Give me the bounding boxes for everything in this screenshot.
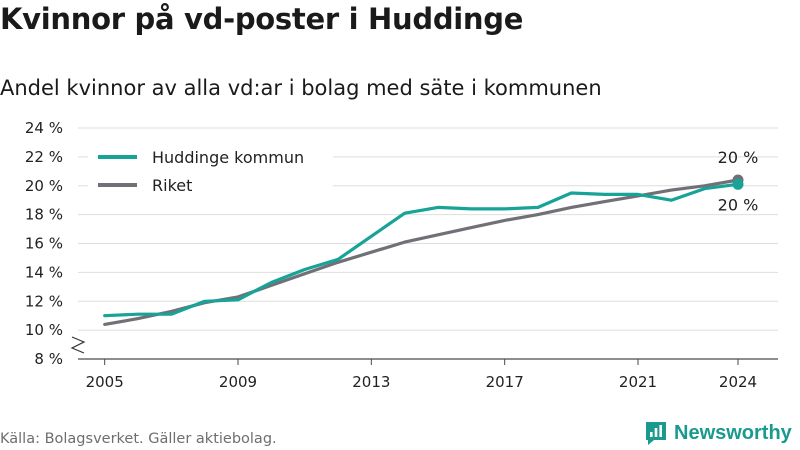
chart-title: Kvinnor på vd-poster i Huddinge [0,2,524,36]
y-tick-label: 24 % [25,119,63,137]
x-axis: 2005 2009 2013 2017 2021 2024 [78,358,778,391]
series-line-huddinge [103,182,740,318]
y-tick-label: 20 % [25,177,63,195]
brand-logo: Newsworthy [644,420,792,446]
legend: Huddinge kommun Riket [88,142,333,200]
end-label-riket: 20 % [718,148,759,167]
axis-break-icon [70,336,86,354]
series-group [103,174,744,326]
source-note: Källa: Bolagsverket. Gäller aktiebolag. [0,431,277,447]
x-tick-label: 2013 [352,373,390,391]
newsworthy-logo-icon [646,422,666,445]
x-tick-label: 2009 [219,373,257,391]
y-tick-label: 22 % [25,148,63,166]
legend-label: Huddinge kommun [152,148,304,167]
brand-name: Newsworthy [674,421,792,444]
end-point-huddinge [732,178,744,190]
end-label-huddinge: 20 % [718,195,759,214]
y-tick-label: 8 % [34,350,63,368]
y-tick-label: 16 % [25,235,63,253]
x-tick-label: 2021 [619,373,657,391]
x-tick-label: 2005 [86,373,124,391]
y-axis: 8 % 10 % 12 % 14 % 16 % 18 % 20 % 22 % 24 % [25,119,86,368]
x-tick-label: 2024 [719,373,757,391]
end-labels: 20 % 20 % [718,148,759,214]
y-tick-label: 14 % [25,263,63,281]
chart-subtitle: Andel kvinnor av alla vd:ar i bolag med … [0,76,602,100]
y-tick-label: 18 % [25,206,63,224]
legend-label: Riket [152,176,192,195]
legend-background [88,142,333,200]
y-tick-label: 10 % [25,321,63,339]
y-tick-label: 12 % [25,292,63,310]
x-tick-label: 2017 [486,373,524,391]
